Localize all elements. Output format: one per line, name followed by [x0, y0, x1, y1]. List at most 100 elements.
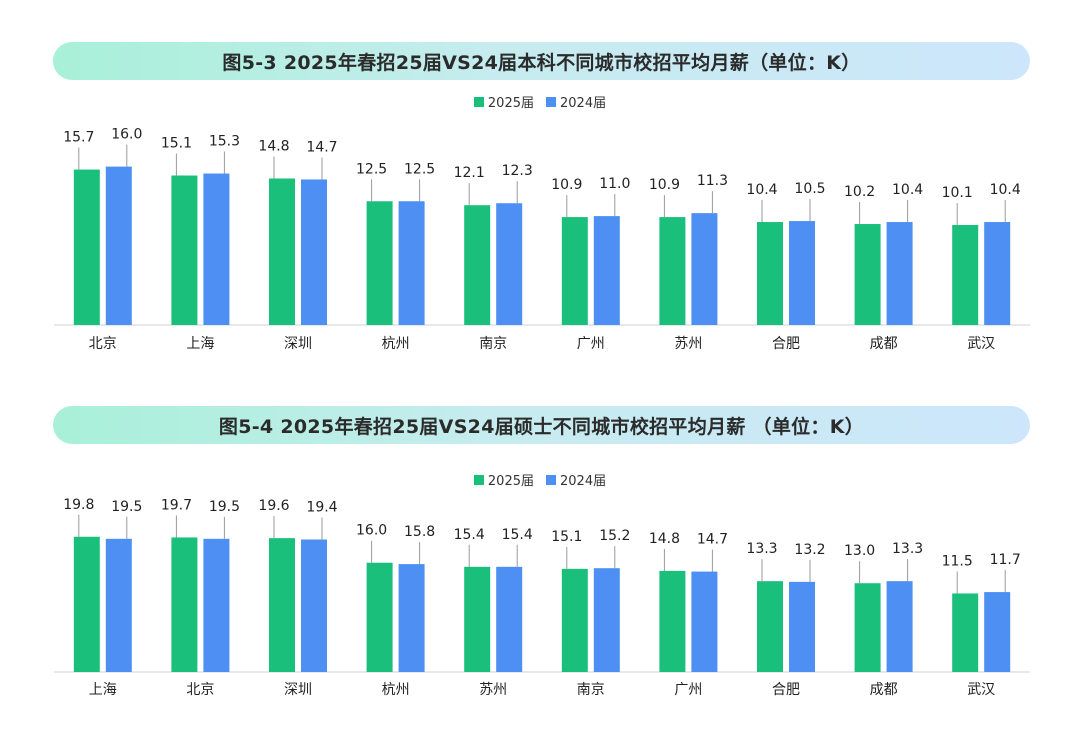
- category-label: 广州: [674, 682, 702, 698]
- legend-label-2024: 2024届: [560, 474, 607, 489]
- bar-2024: [301, 179, 327, 325]
- category-label: 成都: [870, 682, 898, 698]
- bar-2024: [984, 592, 1011, 672]
- data-label: 19.6: [258, 498, 289, 514]
- bar-2025: [464, 205, 491, 325]
- legend-label-2024: 2024届: [560, 96, 607, 111]
- data-label: 15.8: [404, 524, 435, 540]
- data-label: 10.4: [990, 182, 1021, 198]
- category-label: 南京: [577, 682, 605, 698]
- data-label: 13.3: [892, 541, 923, 557]
- data-label: 15.1: [551, 529, 582, 545]
- data-label: 10.4: [892, 182, 923, 198]
- bar-2024: [984, 222, 1011, 325]
- bar-2024: [496, 203, 523, 325]
- data-label: 15.3: [209, 134, 240, 150]
- category-label: 合肥: [772, 682, 800, 698]
- legend-label-2025: 2025届: [487, 96, 534, 111]
- data-label: 19.5: [209, 499, 240, 515]
- data-label: 14.7: [697, 532, 728, 548]
- bar-2024: [789, 221, 815, 325]
- bar-2025: [269, 178, 295, 325]
- data-label: 14.8: [258, 138, 289, 154]
- bar-2025: [757, 581, 783, 672]
- bar-2024: [398, 201, 425, 325]
- data-label: 14.8: [649, 531, 680, 547]
- category-label: 苏州: [479, 682, 507, 698]
- bar-2025: [757, 222, 783, 325]
- bar-2025: [171, 175, 198, 325]
- bar-2024: [105, 166, 132, 325]
- data-label: 15.2: [599, 528, 630, 544]
- legend-swatch-2024: [546, 96, 556, 107]
- legend-item-2024: 2024届: [546, 92, 606, 111]
- data-label: 10.5: [794, 181, 825, 197]
- data-label: 10.9: [551, 177, 582, 193]
- bar-2025: [171, 537, 198, 672]
- category-label: 武汉: [967, 336, 995, 352]
- category-label: 上海: [186, 336, 214, 352]
- bar-2025: [854, 583, 881, 672]
- bar-2024: [398, 564, 425, 672]
- chart-title: 图5-4 2025年春招25届VS24届硕士不同城市校招平均月薪 （单位：K）: [218, 415, 865, 438]
- legend-swatch-2024: [546, 474, 556, 485]
- bar-2024: [593, 568, 620, 672]
- legend-item-2024: 2024届: [546, 470, 606, 489]
- bar-2025: [464, 566, 491, 672]
- category-label: 武汉: [967, 682, 995, 698]
- data-label: 11.5: [942, 553, 973, 569]
- legend: 2025届 2024届: [0, 92, 1080, 111]
- category-label: 深圳: [284, 682, 312, 698]
- bar-chart-master: 19.8 19.5 上海 19.7 19.5 北京 19.6 19.4 深圳 16.0 15.8 杭州…: [54, 497, 1030, 698]
- data-label: 10.9: [649, 177, 680, 193]
- data-label: 10.2: [844, 184, 875, 200]
- bar-2025: [561, 568, 588, 672]
- data-label: 16.0: [356, 523, 387, 539]
- bar-2025: [366, 562, 393, 672]
- bar-2024: [105, 538, 132, 672]
- legend: 2025届 2024届: [0, 470, 1080, 489]
- data-label: 13.3: [746, 541, 777, 557]
- data-label: 15.1: [161, 136, 192, 152]
- category-label: 北京: [89, 336, 117, 352]
- bar-2025: [659, 570, 686, 672]
- data-label: 15.7: [63, 130, 94, 146]
- data-label: 19.4: [306, 499, 337, 515]
- data-label: 13.2: [794, 542, 825, 558]
- bar-2024: [203, 538, 230, 672]
- bar-chart-undergrad: 15.7 16.0 北京 15.1 15.3 上海 14.8 14.7 深圳 12.5 12.5 杭州…: [54, 127, 1030, 352]
- legend-label-2025: 2025届: [487, 474, 534, 489]
- data-label: 16.0: [111, 127, 142, 143]
- bar-2025: [952, 225, 979, 325]
- category-label: 苏州: [674, 336, 702, 352]
- legend-swatch-2025: [473, 474, 484, 485]
- bar-2025: [73, 169, 100, 325]
- data-label: 19.5: [111, 499, 142, 515]
- data-label: 11.3: [697, 173, 728, 189]
- data-label: 14.7: [306, 139, 337, 155]
- legend-swatch-2025: [473, 96, 484, 107]
- data-label: 19.8: [63, 497, 94, 513]
- bar-2024: [593, 216, 620, 325]
- bar-2024: [496, 566, 523, 672]
- bar-2024: [691, 571, 718, 672]
- bar-2025: [73, 536, 100, 672]
- category-label: 南京: [479, 336, 507, 352]
- bar-2024: [203, 173, 230, 325]
- data-label: 15.4: [502, 527, 533, 543]
- bar-2024: [886, 222, 913, 325]
- category-label: 合肥: [772, 336, 800, 352]
- data-label: 15.4: [454, 527, 485, 543]
- bar-2024: [691, 213, 718, 325]
- category-label: 杭州: [382, 682, 410, 698]
- category-label: 杭州: [382, 336, 410, 352]
- data-label: 11.0: [599, 176, 630, 192]
- chart-title: 图5-3 2025年春招25届VS24届本科不同城市校招平均月薪（单位：K）: [222, 51, 861, 74]
- chart-title-bar: 图5-4 2025年春招25届VS24届硕士不同城市校招平均月薪 （单位：K）: [53, 406, 1030, 444]
- data-label: 10.4: [746, 182, 777, 198]
- bar-2025: [952, 593, 979, 672]
- data-label: 12.3: [502, 163, 533, 179]
- legend-item-2025: 2025届: [473, 470, 534, 489]
- bar-2024: [301, 539, 327, 672]
- data-label: 11.7: [990, 552, 1021, 568]
